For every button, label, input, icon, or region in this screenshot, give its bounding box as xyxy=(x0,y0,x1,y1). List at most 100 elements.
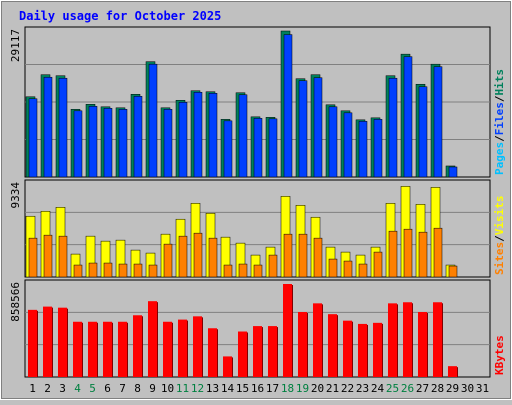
x-tick-label-day-29: 29 xyxy=(446,382,459,395)
bar-sites-day-28 xyxy=(433,227,443,278)
bar-kbytes-day-20 xyxy=(313,303,322,377)
legend-entry: Visits xyxy=(493,196,506,236)
bar-sites-day-15 xyxy=(238,263,248,278)
bar-files-day-19 xyxy=(298,80,308,178)
bar-kbytes-day-18 xyxy=(283,284,292,377)
bar-kbytes-day-11 xyxy=(178,319,187,377)
bar-files-day-13 xyxy=(208,93,218,178)
bar-sites-day-21 xyxy=(328,258,338,278)
x-tick-label-day-10: 10 xyxy=(161,382,174,395)
bar-kbytes-day-9 xyxy=(148,301,157,377)
bar-kbytes-day-7 xyxy=(118,321,127,377)
bar-sites-day-14 xyxy=(223,264,233,278)
bar-sites-day-6 xyxy=(103,262,113,278)
bar-sites-day-10 xyxy=(163,243,173,278)
bar-files-day-18 xyxy=(283,34,293,178)
legend-hits: Pages/Files/Hits xyxy=(493,69,506,175)
x-tick-label-day-11: 11 xyxy=(176,382,189,395)
bar-sites-day-24 xyxy=(373,251,383,278)
bar-files-day-8 xyxy=(133,96,143,178)
x-tick-label-day-30: 30 xyxy=(461,382,474,395)
bar-sites-day-12 xyxy=(193,232,203,278)
legend-entry: Files xyxy=(493,102,506,135)
bar-files-day-27 xyxy=(418,86,428,178)
bar-files-day-1 xyxy=(28,98,38,178)
bar-kbytes-day-3 xyxy=(58,307,67,377)
bar-files-day-16 xyxy=(253,118,263,178)
bar-files-day-28 xyxy=(433,66,443,178)
x-tick-label-day-25: 25 xyxy=(386,382,399,395)
bar-sites-day-9 xyxy=(148,264,158,278)
bar-sites-day-5 xyxy=(88,262,98,278)
bar-files-day-26 xyxy=(403,56,413,178)
ymax-label-hits: 29117 xyxy=(9,29,22,62)
bar-kbytes-day-17 xyxy=(268,326,277,377)
x-tick-label-day-2: 2 xyxy=(44,382,51,395)
bar-kbytes-day-6 xyxy=(103,321,112,377)
x-tick-label-day-24: 24 xyxy=(371,382,385,395)
bar-kbytes-day-15 xyxy=(238,331,247,377)
ymax-label-sites: 9334 xyxy=(9,182,22,209)
bar-sites-day-27 xyxy=(418,231,428,278)
bar-files-day-22 xyxy=(343,112,353,178)
x-tick-label-day-1: 1 xyxy=(29,382,36,395)
x-tick-label-day-3: 3 xyxy=(59,382,66,395)
bar-kbytes-day-24 xyxy=(373,322,382,377)
x-tick-label-day-28: 28 xyxy=(431,382,444,395)
legend-entry: / xyxy=(493,135,506,142)
bar-files-day-3 xyxy=(58,77,68,178)
bar-files-day-7 xyxy=(118,109,128,178)
legend-entry: KBytes xyxy=(493,335,506,375)
bar-files-day-4 xyxy=(73,110,83,178)
x-tick-label-day-9: 9 xyxy=(149,382,156,395)
bar-kbytes-day-12 xyxy=(193,316,202,377)
bar-kbytes-day-23 xyxy=(358,323,367,377)
bar-files-day-20 xyxy=(313,77,323,178)
x-tick-label-day-12: 12 xyxy=(191,382,204,395)
bar-kbytes-day-27 xyxy=(418,312,427,377)
bar-sites-day-29 xyxy=(448,265,458,278)
bar-files-day-24 xyxy=(373,119,383,178)
x-tick-label-day-23: 23 xyxy=(356,382,369,395)
bar-sites-day-20 xyxy=(313,237,323,278)
x-tick-label-day-16: 16 xyxy=(251,382,264,395)
bar-files-day-12 xyxy=(193,92,203,178)
legend-entry: Pages xyxy=(493,142,506,175)
bar-kbytes-day-26 xyxy=(403,302,412,377)
bar-files-day-9 xyxy=(148,63,158,178)
bar-files-day-23 xyxy=(358,121,368,178)
bar-sites-day-23 xyxy=(358,263,368,278)
x-tick-label-day-22: 22 xyxy=(341,382,354,395)
bar-files-day-10 xyxy=(163,109,173,178)
bar-sites-day-1 xyxy=(28,237,38,278)
bar-sites-day-18 xyxy=(283,233,293,278)
bar-sites-day-2 xyxy=(43,234,53,278)
ymax-label-kbytes: 858566 xyxy=(9,282,22,322)
bar-files-day-11 xyxy=(178,102,188,178)
bar-sites-day-17 xyxy=(268,254,278,278)
legend-sites: Sites/Visits xyxy=(493,196,506,276)
x-tick-label-day-15: 15 xyxy=(236,382,249,395)
x-tick-label-day-4: 4 xyxy=(74,382,81,395)
x-tick-label-day-8: 8 xyxy=(134,382,141,395)
bar-kbytes-day-22 xyxy=(343,320,352,377)
bar-files-day-5 xyxy=(88,106,98,178)
x-tick-label-day-26: 26 xyxy=(401,382,414,395)
bar-files-day-21 xyxy=(328,106,338,178)
x-tick-label-day-21: 21 xyxy=(326,382,339,395)
bar-sites-day-25 xyxy=(388,230,398,278)
chart-title: Daily usage for October 2025 xyxy=(19,9,221,23)
bar-kbytes-day-28 xyxy=(433,302,442,377)
x-tick-label-day-17: 17 xyxy=(266,382,279,395)
bar-kbytes-day-1 xyxy=(28,309,37,377)
bar-files-day-14 xyxy=(223,120,233,178)
x-tick-label-day-5: 5 xyxy=(89,382,96,395)
legend-entry: Hits xyxy=(493,69,506,96)
x-tick-label-day-27: 27 xyxy=(416,382,429,395)
bar-files-day-6 xyxy=(103,108,113,178)
bar-files-day-15 xyxy=(238,94,248,178)
bar-sites-day-26 xyxy=(403,228,413,278)
bar-sites-day-22 xyxy=(343,260,353,278)
bar-kbytes-day-2 xyxy=(43,306,52,377)
